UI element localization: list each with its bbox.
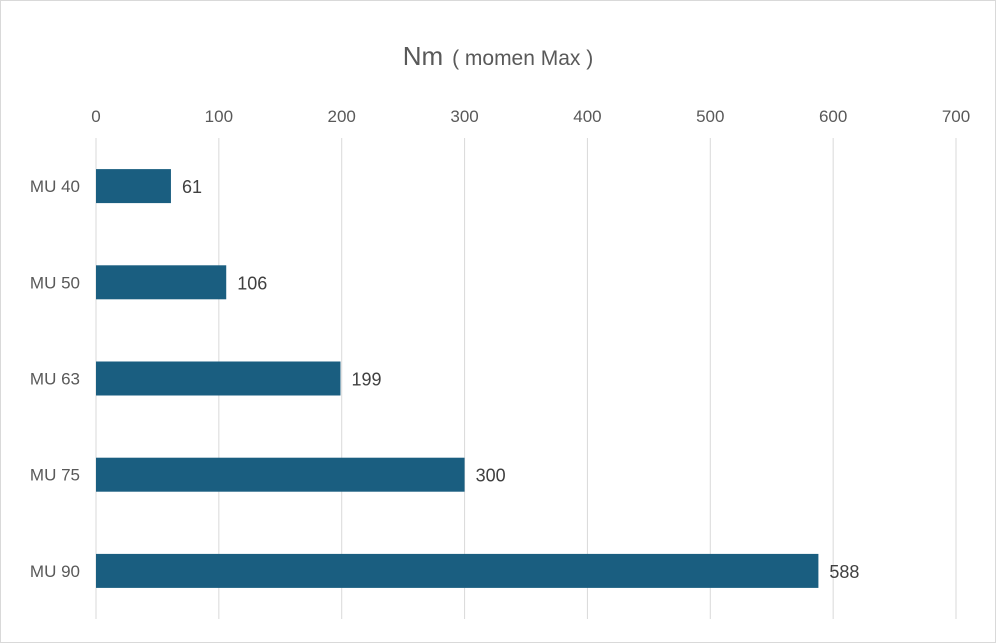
chart-title: Nm ( momen Max ) bbox=[1, 41, 995, 72]
x-tick-label: 500 bbox=[696, 107, 724, 126]
category-label: MU 50 bbox=[30, 273, 80, 292]
x-tick-label: 700 bbox=[942, 107, 970, 126]
chart-title-subtitle: ( momen Max ) bbox=[452, 47, 594, 70]
bar bbox=[96, 265, 227, 300]
x-tick-label: 600 bbox=[819, 107, 847, 126]
chart-title-main: Nm bbox=[402, 41, 444, 71]
x-tick-label: 0 bbox=[91, 107, 100, 126]
data-label: 588 bbox=[829, 562, 859, 582]
x-tick-label: 100 bbox=[205, 107, 233, 126]
bar bbox=[96, 553, 819, 588]
x-tick-label: 200 bbox=[328, 107, 356, 126]
data-label: 106 bbox=[237, 273, 267, 293]
category-label: MU 63 bbox=[30, 370, 80, 389]
category-label: MU 75 bbox=[30, 466, 80, 485]
data-label: 300 bbox=[476, 466, 506, 486]
bar bbox=[96, 457, 465, 492]
bar bbox=[96, 169, 171, 204]
x-tick-label: 400 bbox=[573, 107, 601, 126]
category-label: MU 90 bbox=[30, 562, 80, 581]
data-label: 61 bbox=[182, 177, 202, 197]
category-label: MU 40 bbox=[30, 177, 80, 196]
bar bbox=[96, 361, 341, 396]
x-tick-label: 300 bbox=[450, 107, 478, 126]
data-label: 199 bbox=[351, 370, 381, 390]
